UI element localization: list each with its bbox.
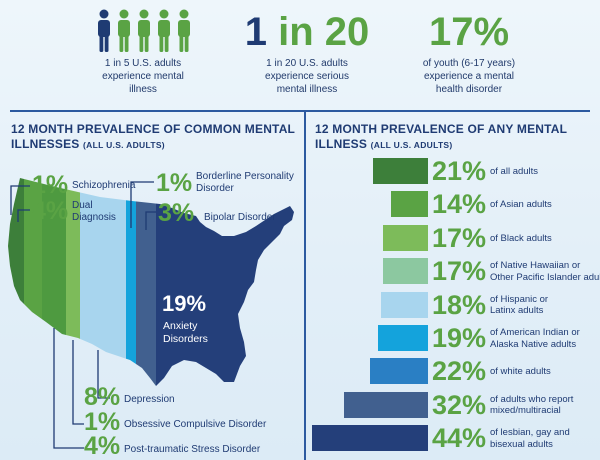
bar-2 [383,224,428,251]
right-section-title: 12 MONTH PREVALENCE OF ANY MENTAL ILLNES… [315,122,595,153]
dual-diagnosis-label: Dual Diagnosis [72,200,132,224]
bipolar-pct: 3% [158,199,195,227]
left-section-subtitle: (ALL U.S. ADULTS) [83,140,165,150]
map-band-schizophrenia [8,178,24,386]
bar-category-label: of Asian adults [490,199,552,211]
depression-label: Depression [124,394,175,405]
leader-ptsd [53,328,84,449]
bar-category-label: of white adults [490,366,551,378]
bar-1 [391,191,428,218]
leader-dual-diagnosis [17,209,30,222]
borderline-label: Borderline Personality Disorder [196,171,306,195]
dual-diagnosis-label-text: Dual Diagnosis [72,200,116,223]
left-section-title-text: 12 MONTH PREVALENCE OF COMMON MENTAL ILL… [11,122,295,151]
map-band-bipolar [136,178,156,386]
bar-value-label: 44% [432,423,487,454]
bar-value-label: 17% [432,222,487,253]
schizophrenia-label: Schizophrenia [72,180,136,191]
stat-2-value-rest: in 20 [278,10,370,54]
people-icon-group [98,9,190,52]
bar-5 [378,325,428,351]
ptsd-pct: 4% [84,432,121,460]
right-section-subtitle: (ALL U.S. ADULTS) [370,140,453,150]
bar-value-label: 21% [432,156,487,186]
leader-borderline [130,181,154,228]
bar-value-label: 14% [432,189,487,220]
bar-value-label: 17% [432,256,487,287]
ocd-label: Obsessive Compulsive Disorder [124,419,267,430]
bar-category-label: of American Indian or Alaska Native adult… [490,327,580,350]
person-icon [178,9,190,52]
bar-category-label: of Black adults [490,232,552,244]
bar-value-label: 19% [432,323,487,353]
anxiety-label-2: Disorders [163,333,208,345]
anxiety-label: Anxiety [163,320,198,332]
bar-category-label: of Native Hawaiian or Other Pacific Islan… [490,260,600,283]
bar-category-label: of lesbian, gay and bisexual adults [490,427,570,450]
schizophrenia-pct: 1% [32,171,69,199]
stat-3-description: of youth (6-17 years) experience a menta… [422,58,516,95]
stat-1-description: 1 in 5 U.S. adults experience mental ill… [102,58,184,95]
person-icon [138,9,150,52]
depression-pct: 8% [84,383,121,411]
stat-2-value: 1 in 20 [232,12,382,52]
bar-category-label: of all adults [490,166,539,177]
bar-value-label: 22% [432,356,487,387]
borderline-pct: 1% [156,169,193,197]
person-icon [98,9,110,52]
bar-value-label: 32% [432,389,487,420]
bar-0 [372,158,428,184]
stat-2-value-one: 1 [244,10,267,54]
stat-2-description: 1 in 20 U.S. adults experience serious m… [265,58,349,95]
horizontal-divider [10,110,590,112]
bar-4 [380,291,428,318]
bar-value-label: 18% [432,289,487,320]
bipolar-label: Bipolar Disorder [204,212,276,223]
person-icon [158,9,170,52]
leader-bipolar [145,211,156,230]
leader-schizophrenia [10,185,30,215]
map-band-borderline [126,178,136,386]
ptsd-label: Post-traumatic Stress Disorder [124,444,261,455]
bar-8 [312,425,428,452]
stat-3-value: 17% [428,10,510,54]
vertical-divider [304,112,306,460]
leader-depression [97,350,110,399]
bar-category-label: of Hispanic or Latinx adults [490,293,549,317]
bar-7 [343,391,428,418]
dual-diagnosis-pct: 4% [32,197,69,225]
ocd-pct: 1% [84,408,121,436]
right-section-title-text: 12 MONTH PREVALENCE OF ANY MENTAL ILLNES… [315,122,567,151]
bar-6 [370,358,428,385]
bar-category-label: of adults who report mixed/multiracial [490,393,574,417]
leader-ocd [72,340,84,425]
borderline-label-text: Borderline Personality Disorder [196,171,294,194]
bar-3 [383,258,428,285]
person-icon [118,9,130,52]
leader-lines [10,181,156,449]
map-band-ocd [66,178,80,386]
anxiety-pct: 19% [162,291,206,316]
left-section-title: 12 MONTH PREVALENCE OF COMMON MENTAL ILL… [11,122,296,153]
